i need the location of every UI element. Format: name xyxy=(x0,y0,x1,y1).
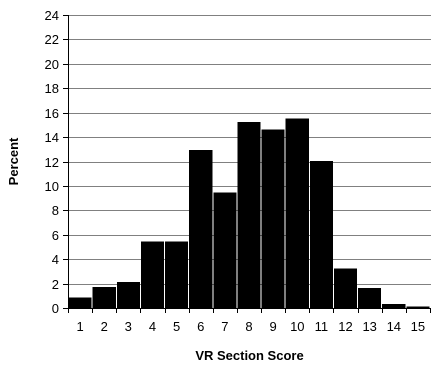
x-tick-label: 12 xyxy=(338,319,352,334)
y-tick-label: 4 xyxy=(52,252,59,267)
x-tick-label: 9 xyxy=(269,319,276,334)
y-tick-label: 2 xyxy=(52,277,59,292)
y-tick-label: 14 xyxy=(45,130,59,145)
y-tick-label: 16 xyxy=(45,106,59,121)
x-tick-label: 11 xyxy=(315,319,329,334)
bar-10 xyxy=(285,118,309,309)
bar-12 xyxy=(333,268,358,309)
bar-3 xyxy=(116,281,140,309)
bars xyxy=(68,118,430,309)
bar-4 xyxy=(140,241,165,309)
bar-6 xyxy=(189,150,213,309)
y-tick-label: 10 xyxy=(45,179,59,194)
bar-1 xyxy=(68,297,92,309)
bar-11 xyxy=(309,161,333,309)
x-tick-label: 10 xyxy=(290,319,304,334)
y-tick-label: 20 xyxy=(45,57,59,72)
bar-15 xyxy=(406,306,430,309)
y-tick-label: 6 xyxy=(52,228,59,243)
y-tick-label: 18 xyxy=(45,81,59,96)
y-tick-label: 24 xyxy=(45,8,59,23)
x-tick-label: 13 xyxy=(362,319,376,334)
bar-8 xyxy=(237,121,261,309)
y-tick-label: 12 xyxy=(45,155,59,170)
x-tick-label: 1 xyxy=(76,319,83,334)
x-axis-title: VR Section Score xyxy=(195,348,303,363)
bar-9 xyxy=(261,129,285,309)
x-tick-labels: 1 2 3 4 5 6 7 8 9 10 11 12 13 14 15 xyxy=(76,319,425,334)
x-tick-label: 7 xyxy=(221,319,228,334)
bar-13 xyxy=(358,287,382,309)
x-tick-label: 8 xyxy=(245,319,252,334)
x-tick-label: 14 xyxy=(387,319,401,334)
x-tick-label: 4 xyxy=(149,319,156,334)
x-tick-label: 6 xyxy=(197,319,204,334)
y-axis-title: Percent xyxy=(6,137,21,185)
bar-2 xyxy=(92,286,116,309)
axes xyxy=(63,15,431,313)
x-tick-label: 3 xyxy=(125,319,132,334)
y-tick-label: 22 xyxy=(45,32,59,47)
y-tick-label: 8 xyxy=(52,203,59,218)
x-tick-label: 5 xyxy=(173,319,180,334)
y-tick-label: 0 xyxy=(52,301,59,316)
bar-14 xyxy=(382,303,406,309)
bar-7 xyxy=(213,192,237,309)
x-tick-label: 15 xyxy=(411,319,425,334)
bar-5 xyxy=(165,241,189,309)
x-tick-label: 2 xyxy=(101,319,108,334)
